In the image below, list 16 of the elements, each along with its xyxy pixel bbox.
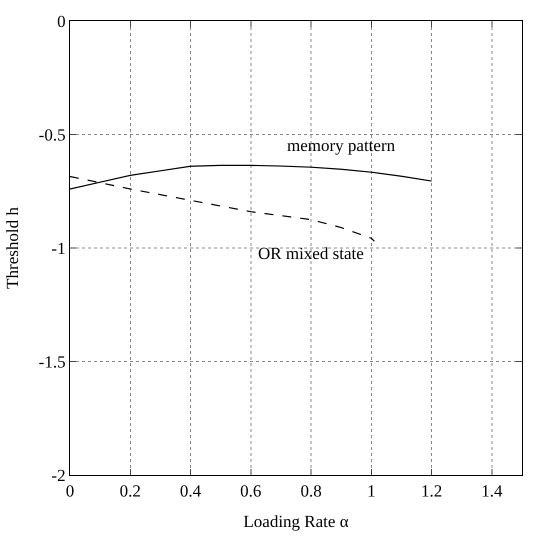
x-tick-label: 0.4 [180,481,202,500]
x-tick-label: 1.2 [420,481,442,500]
x-tick-label: 1.4 [481,481,503,500]
x-tick-label: 0.2 [120,481,141,500]
x-axis-title: Loading Rate α [243,512,349,531]
y-tick-label: 0 [57,12,66,31]
x-tick-label: 1 [367,481,376,500]
y-tick-label: -1 [51,238,66,258]
x-tick-label: 0.8 [300,481,322,500]
series-label: memory pattern [287,136,396,155]
series-label: OR mixed state [258,244,364,263]
x-tick-label: 0.6 [240,481,262,500]
y-tick-label: -1.5 [38,352,66,372]
y-axis-title: Threshold h [3,206,22,289]
y-tick-label: -2 [51,466,66,485]
y-tick-label: -0.5 [38,125,66,144]
